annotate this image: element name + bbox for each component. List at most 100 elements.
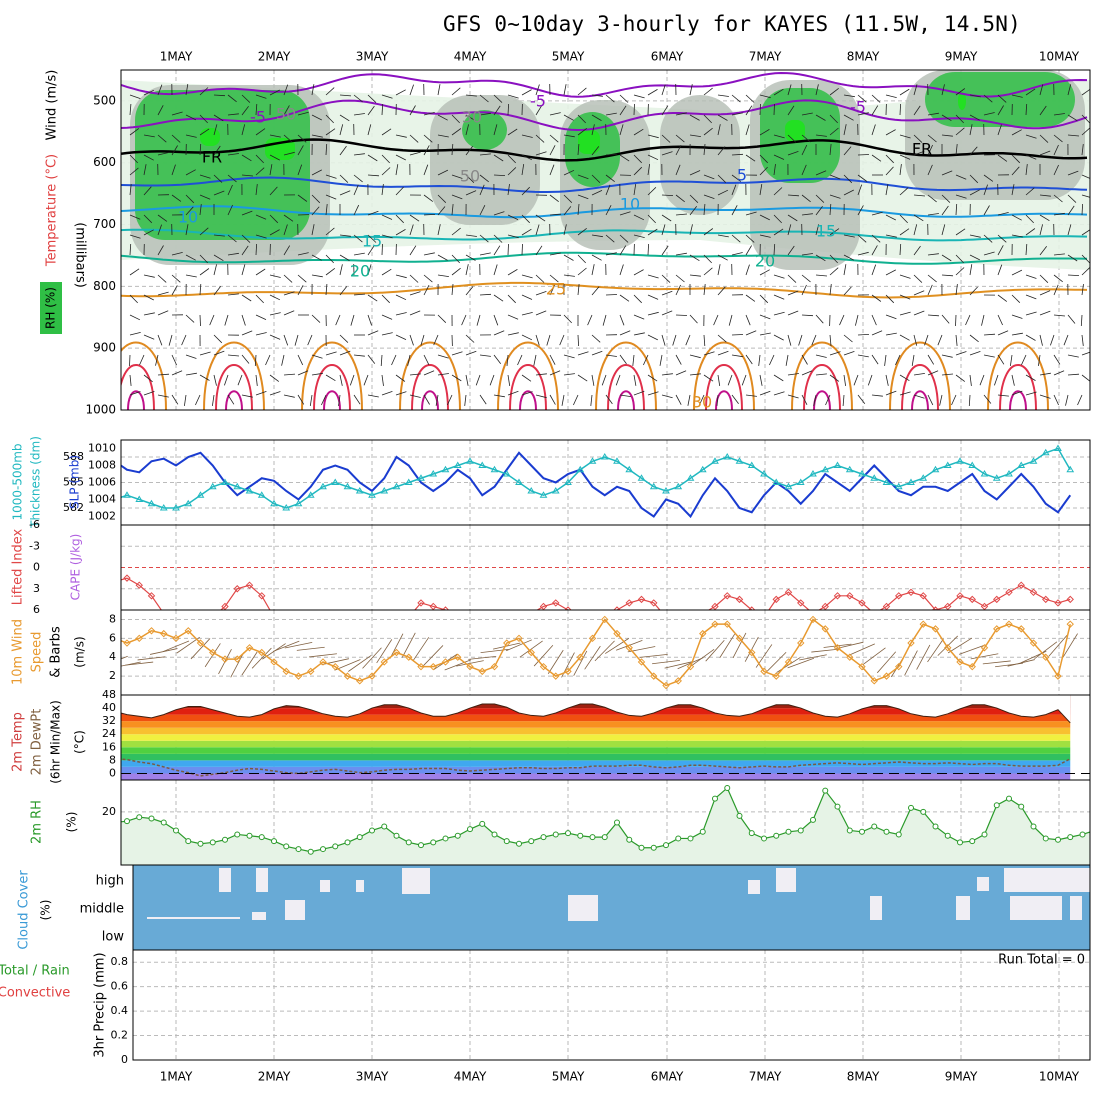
rh2m-plot [100,780,1100,865]
wind-barb [718,264,720,275]
wind-barb [970,264,972,275]
wind-barb [284,374,295,375]
wind-barb [1012,295,1020,303]
wind-barb [550,395,555,405]
rh2m-point [125,819,130,824]
rh2m-point [1068,835,1073,840]
rh2m-point [725,785,730,790]
tick-temp: 40 [102,701,116,714]
wind-barb [169,335,172,346]
panel-frame-precip [133,950,1090,1060]
wind-barb [158,292,169,295]
date-label-top: 9MAY [945,50,978,64]
wind-barb [704,335,705,346]
wind-barb [1082,335,1083,346]
wind-barb [354,395,360,404]
wind-barb [466,351,476,355]
rh2m-point [382,824,387,829]
wind-barb [144,313,155,315]
wind10m-barb [595,641,615,661]
wind-barb [1066,395,1069,406]
wind-barb [648,295,658,299]
contour-label: 30 [692,393,712,412]
rh2m-point [933,824,938,829]
wind-barb [256,315,266,320]
wind-barb [858,355,869,357]
rh-shade-core [785,120,805,142]
wind-barb [686,335,690,345]
rh2m-point [896,832,901,837]
axis-title-speed: Speed [30,632,45,673]
wind-barb [606,295,617,296]
isotherm-40 [716,391,732,410]
wind-barb [564,275,575,276]
wind-barb [564,374,575,375]
rh2m-point [468,827,473,832]
wind-barb [225,315,228,326]
wind-barb [256,375,257,386]
wind-barb [592,351,602,355]
wind-barb [816,355,827,358]
wind-barb [886,315,896,319]
cloud-cover-block [776,868,796,892]
wind-barb [564,84,566,95]
wind-barb [282,355,284,366]
wind-barb [396,275,407,278]
wind-barb [238,375,242,385]
wind-barb [704,352,715,355]
cloud-cover-block [256,868,268,892]
axis-title-wind-units: (m/s) [73,636,87,667]
tick-li: 3 [33,582,40,595]
wind-barb [522,375,531,381]
wind10m-barb [297,647,325,650]
isotherm-35 [902,365,938,410]
wind-barb [508,295,516,303]
wind-barb [186,373,197,375]
wind-barb [634,315,644,319]
wind-barb [522,275,533,278]
date-label-top: 8MAY [847,50,880,64]
wind-barb [326,352,337,355]
wind-barb [172,395,178,404]
tick-wind: 4 [109,650,116,663]
axis-title-2m-temp: 2m Temp [11,712,26,772]
axis-title-convective: Convective [0,986,70,1001]
axis-title-temperature: Temperature (°C) [45,154,60,267]
cloud-cover-block [870,896,882,920]
isotherm-35 [216,365,252,410]
wind-barb [228,395,234,404]
wind-barb [872,355,878,364]
rh2m-point [811,817,816,822]
wind-barb [634,270,644,275]
wind-barb [746,315,750,325]
wind-barb [956,268,964,276]
wind-barb [270,275,281,278]
slp-line [103,453,1071,517]
tick-slp: 1002 [88,510,116,523]
rh2m-point [431,840,436,845]
wind-barb [224,375,228,385]
wind-barb [410,335,414,345]
cape-li-plot [100,575,1074,617]
wind-barb [676,253,687,255]
wind-barb [942,275,953,276]
wind-barb [928,395,933,405]
wind-barb [284,395,295,397]
wind-barb [900,312,911,315]
cloud-cover-block [956,896,970,920]
axis-title-temp-units: (°C) [73,730,87,754]
wind-barb [648,244,649,255]
rh2m-point [749,831,754,836]
wind10m-barb [905,651,918,676]
wind-barb [676,371,686,375]
wind-barb [802,275,811,282]
contour-label: 50 [276,105,296,124]
wind-barb [130,315,140,320]
wind-barb [788,311,798,315]
wind-barb [490,375,494,385]
tick-temp: 48 [102,688,116,701]
rh2m-point [884,829,889,834]
wind-barb [788,275,796,283]
wind-barb [970,287,978,295]
rh2m-point [1007,796,1012,801]
